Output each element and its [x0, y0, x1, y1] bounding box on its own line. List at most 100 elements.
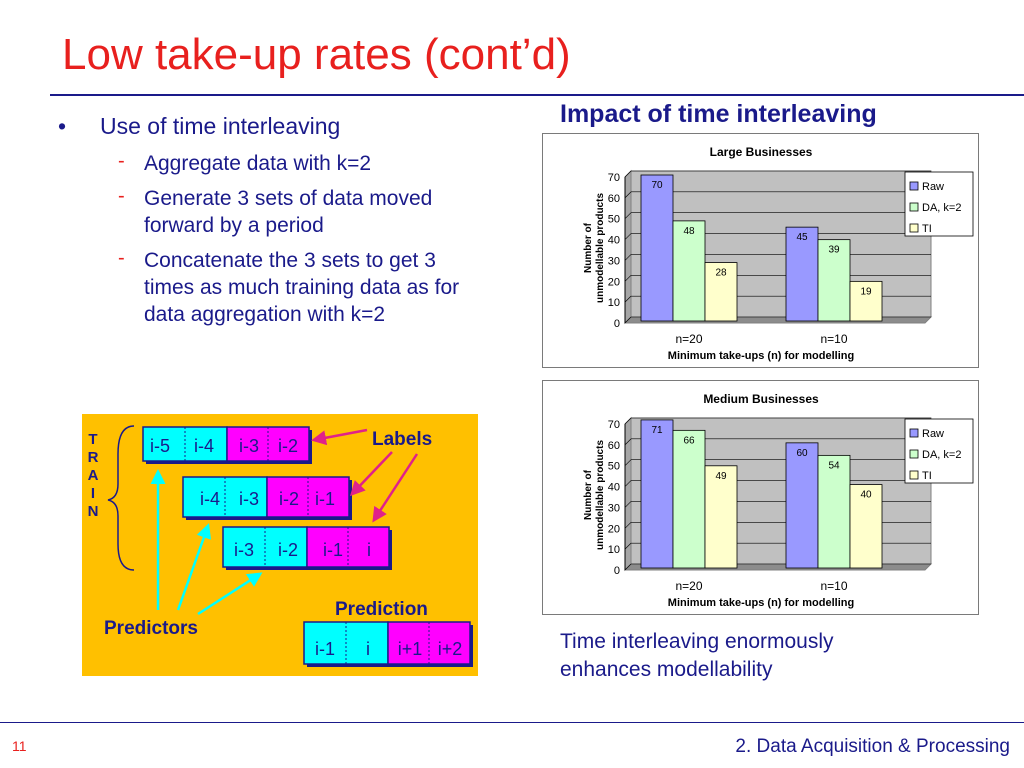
row-shadow [389, 530, 392, 570]
y-tick-label: 40 [608, 235, 620, 247]
bar-value-label: 45 [796, 232, 808, 243]
legend-label: TI [922, 223, 932, 235]
sub-bullet-text: Generate 3 sets of data moved forward by… [144, 187, 433, 237]
bar-value-label: 40 [860, 490, 872, 501]
sub-bullet: - Concatenate the 3 sets to get 3 times a… [58, 247, 484, 328]
y-tick-label: 30 [608, 255, 620, 267]
slide-title: Low take-up rates (cont’d) [62, 30, 571, 79]
gridline [624, 170, 632, 178]
sub-bullet: - Generate 3 sets of data moved forward b… [58, 185, 484, 239]
gridline [624, 480, 632, 487]
train-letter: R [88, 449, 99, 466]
y-tick-label: 0 [614, 318, 620, 330]
y-tick-label: 50 [608, 214, 620, 226]
train-letter: T [88, 431, 97, 448]
y-tick-label: 20 [608, 523, 620, 535]
bar [640, 174, 674, 322]
gridline [624, 522, 632, 529]
train-row-2: i-4 i-3 i-2 i-1 [182, 476, 352, 520]
cell-label: i-1 [323, 540, 343, 560]
legend-swatch [909, 181, 919, 191]
train-brace [107, 425, 135, 571]
chart-large-businesses: Large Businesses 0 10 20 30 40 50 60 70 70 48 28 n=2… [542, 133, 979, 368]
bar-value-label: 19 [860, 286, 872, 297]
x-tick-label: n=20 [675, 579, 702, 593]
bar [672, 220, 706, 322]
bar-value-label: 66 [683, 435, 695, 446]
gridline [624, 542, 632, 550]
bullet-list: • Use of time interleaving - Aggregate da… [58, 112, 508, 336]
chart-title: Medium Businesses [703, 392, 819, 406]
sub-bullet-list: - Aggregate data with k=2 - Generate 3 set… [58, 150, 508, 328]
cell-label: i-4 [194, 436, 214, 456]
main-bullet: • Use of time interleaving [58, 112, 508, 140]
y-tick-label: 60 [608, 193, 620, 205]
main-bullet-text: Use of time interleaving [100, 113, 341, 139]
x-tick-label: n=20 [675, 332, 702, 346]
labels-caption: Labels [372, 429, 432, 450]
bar [849, 484, 883, 569]
y-axis-label-line: unmodellable products [595, 193, 606, 303]
bar [704, 465, 738, 569]
sub-bullet: - Aggregate data with k=2 [58, 150, 484, 177]
bar [849, 280, 883, 322]
cell-label: i-2 [278, 436, 298, 456]
chart-medium-businesses: Medium Businesses 0 10 20 30 40 50 60 70 71 66 49 n=… [542, 380, 979, 615]
bullet-dot-icon: • [58, 113, 67, 139]
train-diagram: T R A I N i-5 i-4 i-3 i-2 i-4 [82, 414, 478, 676]
cell-label: i-3 [239, 436, 259, 456]
bar-value-label: 49 [715, 471, 727, 482]
y-axis-label-line: unmodellable products [595, 440, 606, 550]
footer-section-title: 2. Data Acquisition & Processing [735, 736, 1010, 757]
x-axis-label: Minimum take-ups (n) for modelling [668, 350, 854, 362]
cell-label: i-4 [200, 489, 220, 509]
cell-label: i-5 [150, 436, 170, 456]
cell-label: i-1 [315, 639, 335, 659]
chart-heading: Impact of time interleaving [560, 100, 877, 128]
gridline [624, 254, 632, 261]
chart-svg-medium: Medium Businesses 0 10 20 30 40 50 60 70 71 66 49 n=… [583, 392, 974, 609]
chart-caption: Time interleaving enormously enhances mo… [560, 630, 834, 681]
bar-value-label: 39 [828, 245, 840, 256]
cell-label: i+2 [438, 639, 463, 659]
y-tick-label: 30 [608, 502, 620, 514]
bar-value-label: 60 [796, 448, 808, 459]
train-diagram-svg: T R A I N i-5 i-4 i-3 i-2 i-4 [88, 425, 473, 667]
train-letter: N [88, 503, 99, 520]
gridline [624, 233, 632, 240]
y-tick-label: 50 [608, 461, 620, 473]
gridline [624, 295, 632, 303]
legend-label: Raw [922, 428, 944, 440]
legend-swatch [909, 449, 919, 459]
sub-bullet-text: Aggregate data with k=2 [144, 152, 372, 175]
predictors-caption: Predictors [104, 618, 198, 639]
row-shadow [146, 461, 312, 464]
y-tick-label: 60 [608, 440, 620, 452]
legend-label: DA, k=2 [922, 202, 961, 214]
bar-value-label: 48 [683, 226, 695, 237]
gridline [624, 501, 632, 508]
x-axis-label: Minimum take-ups (n) for modelling [668, 597, 854, 609]
label-arrow [311, 428, 368, 446]
cell-label: i-3 [239, 489, 259, 509]
y-tick-label: 70 [608, 172, 620, 184]
predictor-arrow [176, 523, 212, 611]
dash-icon: - [118, 185, 125, 207]
x-tick-label: n=10 [820, 579, 847, 593]
legend-swatch [909, 428, 919, 438]
y-tick-label: 0 [614, 565, 620, 577]
legend-swatch [909, 470, 919, 480]
bar [817, 454, 851, 569]
label-arrow [349, 451, 393, 497]
legend-swatch [909, 223, 919, 233]
gridline [624, 191, 632, 199]
bar [672, 429, 706, 569]
y-tick-label: 20 [608, 276, 620, 288]
bar-value-label: 70 [651, 180, 663, 191]
sub-bullet-text: Concatenate the 3 sets to get 3 times as… [144, 249, 460, 326]
bar [817, 239, 851, 322]
bar-value-label: 54 [828, 460, 840, 471]
gridline [624, 316, 632, 324]
y-axis-label: Number ofunmodellable products [583, 193, 606, 303]
row-shadow [307, 664, 473, 667]
